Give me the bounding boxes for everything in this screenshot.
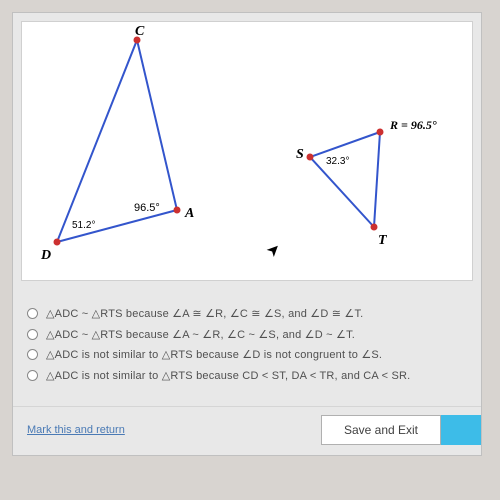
vertex-label-d: D (41, 248, 51, 264)
option-row[interactable]: △ADC ~ △RTS because ∠A ~ ∠R, ∠C ~ ∠S, an… (27, 326, 467, 345)
save-exit-button[interactable]: Save and Exit (321, 415, 441, 445)
vertex-a (174, 207, 181, 214)
vertex-label-c: C (135, 24, 144, 40)
next-button[interactable] (441, 415, 481, 445)
angle-label-s: 32.3° (326, 156, 349, 167)
vertex-r (377, 129, 384, 136)
angle-label-d: 51.2° (72, 220, 95, 231)
option-text: △ADC ~ △RTS because ∠A ~ ∠R, ∠C ~ ∠S, an… (46, 326, 467, 345)
angle-label-a: 96.5° (134, 202, 160, 214)
option-row[interactable]: △ADC is not similar to △RTS because CD <… (27, 367, 467, 386)
vertex-s (307, 154, 314, 161)
answer-options: △ADC ~ △RTS because ∠A ≅ ∠R, ∠C ≅ ∠S, an… (13, 289, 481, 398)
vertex-label-a: A (185, 206, 194, 222)
vertex-label-s: S (296, 147, 304, 163)
button-group: Save and Exit (321, 415, 481, 445)
option-text: △ADC ~ △RTS because ∠A ≅ ∠R, ∠C ≅ ∠S, an… (46, 305, 467, 324)
vertex-label-t: T (378, 233, 387, 249)
option-row[interactable]: △ADC ~ △RTS because ∠A ≅ ∠R, ∠C ≅ ∠S, an… (27, 305, 467, 324)
question-panel: ➤ CAD51.2°96.5°R = 96.5°ST32.3° △ADC ~ △… (12, 12, 482, 456)
bottom-bar: Mark this and return Save and Exit (13, 406, 481, 455)
diagram-area: ➤ CAD51.2°96.5°R = 96.5°ST32.3° (21, 21, 473, 281)
vertex-d (54, 239, 61, 246)
radio-icon[interactable] (27, 349, 38, 360)
option-row[interactable]: △ADC is not similar to △RTS because ∠D i… (27, 346, 467, 365)
radio-icon[interactable] (27, 370, 38, 381)
option-text: △ADC is not similar to △RTS because ∠D i… (46, 346, 467, 365)
vertex-t (371, 224, 378, 231)
mark-return-link[interactable]: Mark this and return (27, 424, 125, 436)
radio-icon[interactable] (27, 329, 38, 340)
option-text: △ADC is not similar to △RTS because CD <… (46, 367, 467, 386)
triangles-svg (22, 22, 482, 282)
vertex-label-r: R = 96.5° (390, 118, 437, 133)
radio-icon[interactable] (27, 308, 38, 319)
